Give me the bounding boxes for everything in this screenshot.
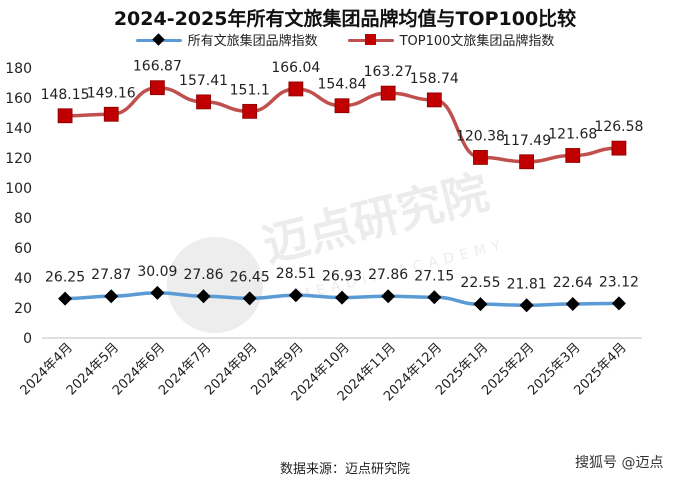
y-tick-label: 20 [14,301,32,317]
data-point-top100 [196,94,211,110]
data-label-top100: 163.27 [364,64,413,80]
data-label-all: 22.55 [460,275,500,291]
data-label-all: 27.87 [91,267,131,283]
data-point-all [58,291,73,306]
data-point-top100 [242,103,258,119]
data-point-all [611,296,626,311]
data-label-all: 26.45 [230,269,270,285]
data-point-top100 [473,150,488,165]
legend-item-top100: TOP100文旅集团品牌指数 [347,30,555,49]
legend-label-all: 所有文旅集团品牌指数 [187,34,318,49]
data-point-all [104,289,119,304]
data-label-top100: 158.74 [410,71,459,87]
data-label-top100: 166.04 [271,60,320,76]
data-label-all: 27.86 [368,267,408,283]
y-tick-label: 100 [5,181,32,197]
watermark-logo-icon [167,237,263,333]
data-label-top100: 126.58 [594,119,643,135]
data-label-all: 30.09 [137,264,177,280]
data-label-top100: 121.68 [548,126,597,142]
data-label-all: 27.15 [414,268,454,284]
data-point-top100 [611,140,627,156]
source-note: 数据来源：迈点研究院 [279,462,410,477]
data-point-top100 [57,108,73,124]
y-tick-label: 140 [5,121,32,137]
chart-legend: 所有文旅集团品牌指数 TOP100文旅集团品牌指数 [0,30,690,49]
y-tick-label: 180 [5,61,32,77]
y-tick-label: 80 [14,211,32,227]
data-point-all [565,297,580,312]
data-label-top100: 120.38 [456,128,505,144]
data-point-all [150,285,165,300]
data-label-top100: 149.16 [87,85,136,101]
data-point-all [288,288,303,303]
data-label-top100: 151.1 [230,82,270,98]
data-point-top100 [519,154,535,170]
data-point-top100 [565,148,581,163]
data-point-top100 [288,81,304,97]
data-label-top100: 166.87 [133,59,182,75]
legend-swatch-all [135,32,182,47]
data-point-top100 [426,92,442,108]
y-tick-label: 120 [5,151,32,167]
data-point-top100 [103,106,119,122]
chart-title: 2024-2025年所有文旅集团品牌均值与TOP100比较 [113,8,577,30]
data-label-all: 26.93 [322,269,362,285]
legend-item-all: 所有文旅集团品牌指数 [135,30,318,49]
data-point-all [519,298,534,313]
data-point-all [335,290,349,305]
y-tick-label: 160 [5,91,32,107]
data-label-all: 23.12 [599,274,639,290]
data-label-top100: 148.15 [41,87,90,103]
data-point-all [473,297,488,312]
data-point-all [381,289,396,304]
data-point-all [427,290,442,305]
legend-swatch-top100 [347,33,394,47]
data-label-all: 26.25 [45,270,85,286]
y-tick-label: 60 [14,241,32,257]
data-label-top100: 154.84 [318,77,367,93]
data-label-top100: 117.49 [502,133,551,149]
data-point-top100 [380,85,396,101]
y-tick-label: 0 [23,331,32,347]
data-point-top100 [149,80,165,96]
corner-watermark: 搜狐号 @迈点 [575,455,664,471]
data-label-all: 27.86 [183,267,223,283]
data-label-all: 22.64 [553,275,593,291]
data-label-all: 21.81 [507,276,547,292]
square-marker-icon [364,33,376,45]
data-point-all [196,289,211,304]
data-point-all [242,291,257,306]
data-label-top100: 157.41 [179,73,228,89]
y-tick-label: 40 [14,271,32,287]
legend-label-top100: TOP100文旅集团品牌指数 [399,34,555,49]
data-point-top100 [334,98,350,114]
data-label-all: 28.51 [276,266,316,282]
